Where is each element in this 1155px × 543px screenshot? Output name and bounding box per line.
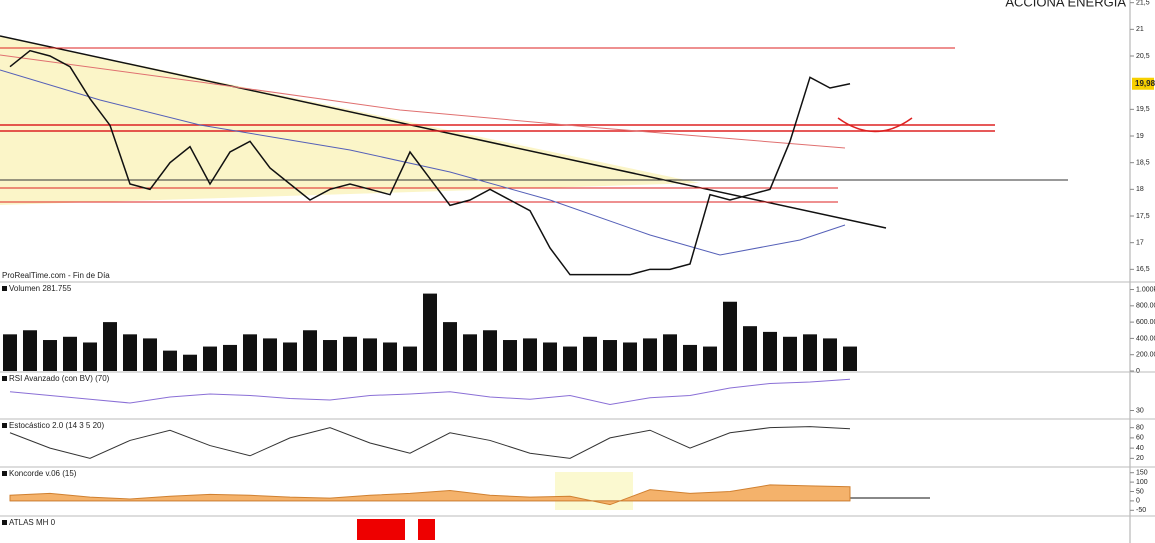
- y-tick-label: 17,5: [1136, 213, 1150, 220]
- y-tick-label: 21,5: [1136, 0, 1150, 7]
- y-tick-label: 50: [1136, 488, 1144, 495]
- volume-bar: [403, 346, 417, 371]
- panel-icon: [2, 471, 7, 476]
- volume-bar: [443, 322, 457, 371]
- volume-bar: [103, 322, 117, 371]
- volume-bar: [463, 334, 477, 371]
- volume-bar: [563, 346, 577, 371]
- volume-bar: [503, 340, 517, 371]
- volume-bar: [843, 346, 857, 371]
- volume-bar: [3, 334, 17, 371]
- volume-bar: [183, 354, 197, 371]
- y-tick-label: 20,5: [1136, 53, 1150, 60]
- panel-icon: [2, 286, 7, 291]
- panel-title: ATLAS MH 0: [9, 518, 56, 527]
- volume-bar: [243, 334, 257, 371]
- y-tick-label: 0: [1136, 498, 1140, 505]
- y-tick-label: 600.000: [1136, 319, 1155, 326]
- y-tick-label: 0: [1136, 368, 1140, 375]
- cup-pattern: [837, 117, 913, 133]
- y-tick-label: 18: [1136, 186, 1144, 193]
- volume-bar: [583, 336, 597, 371]
- volume-bar: [663, 334, 677, 371]
- panel-title: Volumen 281.755: [9, 284, 72, 293]
- y-tick-label: 30: [1136, 407, 1144, 414]
- source: ProRealTime.com - Fin de Día: [2, 271, 110, 280]
- y-tick-label: 100: [1136, 479, 1148, 486]
- volume-bar: [163, 350, 177, 371]
- y-tick-label: 60: [1136, 435, 1144, 442]
- volume-bar: [363, 338, 377, 371]
- volume-bar: [643, 338, 657, 371]
- y-tick-label: 400.000: [1136, 335, 1155, 342]
- y-tick-label: 16,5: [1136, 266, 1150, 273]
- volume-bar: [523, 338, 537, 371]
- panel-icon: [2, 376, 7, 381]
- y-tick-label: 19,5: [1136, 106, 1150, 113]
- y-tick-label: 19: [1136, 133, 1144, 140]
- line: [9, 378, 851, 406]
- moving-average: [0, 69, 846, 256]
- current-price-label: 19,98: [1135, 79, 1155, 88]
- volume-bar: [43, 340, 57, 371]
- y-tick-label: 1.000k: [1136, 286, 1155, 293]
- volume-bar: [63, 336, 77, 371]
- line: [9, 49, 851, 276]
- volume-bar: [483, 330, 497, 371]
- y-tick-label: -50: [1136, 507, 1146, 514]
- volume-bar: [803, 334, 817, 371]
- panel-icon: [2, 423, 7, 428]
- y-tick-label: 18,5: [1136, 160, 1150, 167]
- volume-bar: [543, 342, 557, 371]
- volume-bar: [283, 342, 297, 371]
- volume-bar: [823, 338, 837, 371]
- panel-title: Estocástico 2.0 (14 3 5 20): [9, 421, 105, 430]
- trend-line: [0, 35, 887, 229]
- panel-title: Koncorde v.06 (15): [9, 469, 77, 478]
- volume-bar: [343, 336, 357, 371]
- volume-bar: [303, 330, 317, 371]
- volume-bar: [143, 338, 157, 371]
- y-tick-label: 21: [1136, 26, 1144, 33]
- volume-bar: [263, 338, 277, 371]
- volume-bar: [683, 344, 697, 371]
- panel-title: RSI Avanzado (con BV) (70): [9, 374, 110, 383]
- volume-bar: [203, 346, 217, 371]
- volume-bar: [603, 340, 617, 371]
- y-tick-label: 20: [1136, 455, 1144, 462]
- y-tick-label: 17: [1136, 240, 1144, 247]
- y-tick-label: 200.000: [1136, 352, 1155, 359]
- volume-bar: [223, 344, 237, 371]
- volume-bar: [743, 326, 757, 371]
- y-tick-label: 40: [1136, 445, 1144, 452]
- volume-bar: [723, 301, 737, 371]
- volume-bar: [763, 331, 777, 371]
- y-tick-label: 80: [1136, 425, 1144, 432]
- chart-title: ACCIONA ENERGIA: [1005, 0, 1126, 9]
- line: [9, 426, 851, 459]
- volume-bar: [83, 342, 97, 371]
- volume-bar: [703, 346, 717, 371]
- volume-bar: [383, 342, 397, 371]
- panel-icon: [2, 520, 7, 525]
- atlas-bars: [357, 519, 435, 540]
- volume-bar: [123, 334, 137, 371]
- volume-bar: [783, 336, 797, 371]
- y-tick-label: 150: [1136, 470, 1148, 477]
- volume-bar: [323, 340, 337, 371]
- volume-bar: [23, 330, 37, 371]
- moving-average: [0, 54, 846, 149]
- current-price-box: [1132, 77, 1154, 90]
- highlight-zone: [555, 472, 633, 510]
- y-tick-label: 800.000: [1136, 303, 1155, 310]
- area: [9, 484, 851, 506]
- volume-bar: [623, 342, 637, 371]
- volume-bar: [423, 293, 437, 371]
